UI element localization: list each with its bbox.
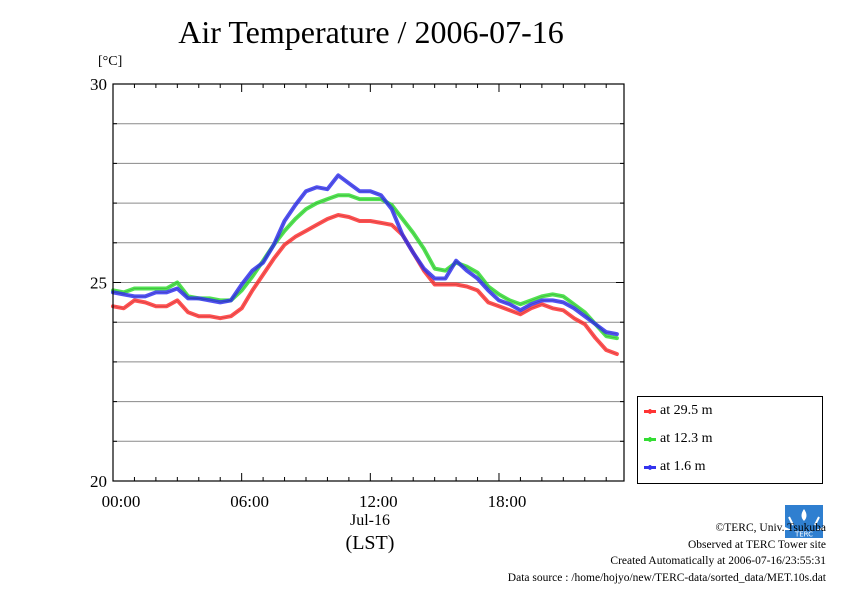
legend: at 29.5 m at 12.3 m at 1.6 m [637,396,823,484]
x-tick-label: 12:00 [359,492,398,511]
y-tick-label: 30 [90,75,107,94]
legend-item-12-3m: at 12.3 m [644,430,713,448]
legend-label: at 12.3 m [660,431,713,446]
legend-label: at 29.5 m [660,403,713,418]
x-tick-label: 00:00 [102,492,141,511]
legend-swatch-blue [644,464,656,470]
series-core-1 [112,194,617,339]
legend-item-29-5m: at 29.5 m [644,402,713,420]
x-tick-label: 06:00 [230,492,269,511]
created-timestamp-text: Created Automatically at 2006-07-16/23:5… [610,555,826,567]
x-tick-label: 18:00 [488,492,527,511]
observation-site-text: Observed at TERC Tower site [687,538,826,551]
y-tick-label: 25 [90,274,107,293]
terc-logo-icon: TERC [785,505,823,539]
x-date-label: Jul-16 [350,512,390,529]
plot-frame [112,83,625,482]
series-line-0 [111,213,619,356]
y-unit-label: [°C] [98,54,123,69]
y-tick-label: 20 [90,472,107,491]
legend-label: at 1.6 m [660,459,706,474]
series-core-0 [112,214,617,355]
legend-item-1-6m: at 1.6 m [644,458,706,476]
series-line-2 [111,173,619,337]
series-line-1 [111,193,619,341]
copyright-text: ©TERC, Univ. Tsukuba [715,522,826,534]
x-axis-title: (LST) [345,532,395,554]
legend-swatch-green [644,436,656,442]
chart-title: Air Temperature / 2006-07-16 [178,14,564,50]
logo-text: TERC [794,531,813,539]
credits-block: ©TERC, Univ. Tsukuba Observed at TERC To… [508,520,826,586]
series-core-2 [112,175,617,335]
legend-swatch-red [644,408,656,414]
data-source-text: Data source : /home/hojyo/new/TERC-data/… [507,571,826,584]
